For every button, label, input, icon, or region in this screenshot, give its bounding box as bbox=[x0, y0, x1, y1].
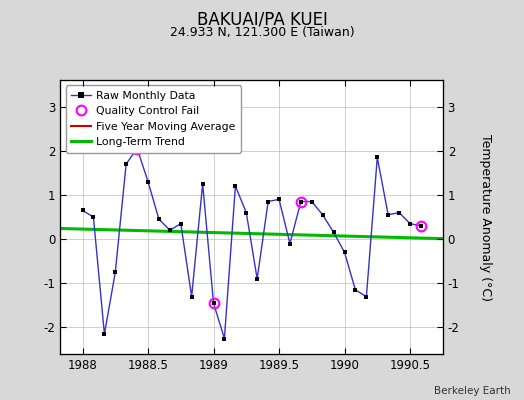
Text: BAKUAI/PA KUEI: BAKUAI/PA KUEI bbox=[196, 10, 328, 28]
Text: Berkeley Earth: Berkeley Earth bbox=[434, 386, 511, 396]
Y-axis label: Temperature Anomaly (°C): Temperature Anomaly (°C) bbox=[479, 134, 492, 300]
Text: 24.933 N, 121.300 E (Taiwan): 24.933 N, 121.300 E (Taiwan) bbox=[170, 26, 354, 39]
Legend: Raw Monthly Data, Quality Control Fail, Five Year Moving Average, Long-Term Tren: Raw Monthly Data, Quality Control Fail, … bbox=[66, 86, 241, 152]
